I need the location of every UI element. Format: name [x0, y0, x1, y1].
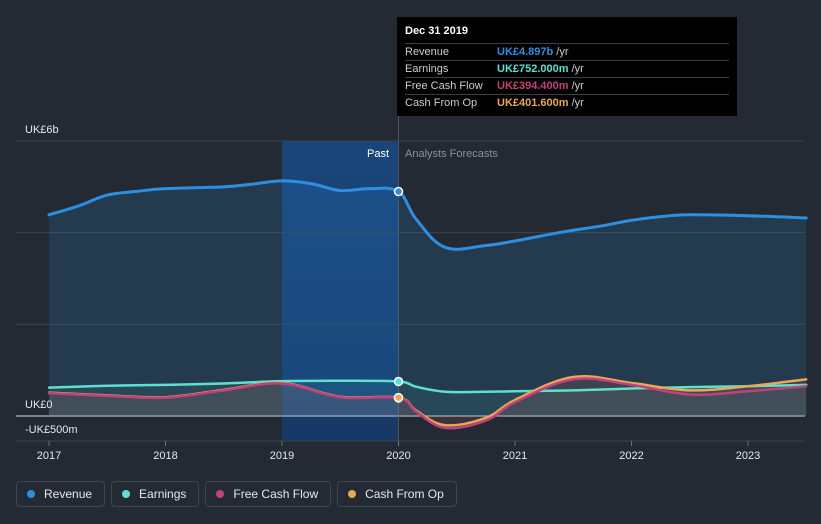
series-line-free-cash-flow — [47, 377, 808, 430]
forecast-region-label: Analysts Forecasts — [405, 148, 498, 160]
x-tick-label: 2022 — [619, 450, 643, 462]
tooltip-row-value: UK£4.897b — [497, 46, 554, 58]
legend-label: Revenue — [44, 487, 93, 501]
legend-dot-icon — [216, 490, 225, 498]
legend-item-free-cash-flow[interactable]: Free Cash Flow — [205, 481, 332, 507]
x-tick-label: 2023 — [736, 450, 760, 462]
legend-item-revenue[interactable]: Revenue — [16, 481, 106, 507]
tooltip-row-unit: /yr — [571, 97, 584, 109]
legend-label: Free Cash Flow — [233, 487, 319, 501]
tooltip-row-value: UK£394.400m — [497, 80, 569, 92]
x-tick-label: 2019 — [270, 450, 294, 462]
legend-dot-icon — [122, 490, 131, 498]
x-tick-label: 2021 — [503, 450, 527, 462]
tooltip-row-earnings: Earnings UK£752.000m /yr — [405, 60, 729, 77]
tooltip-row-revenue: Revenue UK£4.897b /yr — [405, 43, 729, 60]
y-axis-label-top: UK£6b — [25, 124, 59, 136]
tooltip-row-name: Revenue — [405, 46, 450, 58]
tooltip-row-name: Cash From Op — [405, 97, 478, 109]
past-region-label: Past — [367, 148, 389, 160]
x-tick-label: 2018 — [153, 450, 177, 462]
y-axis-label-zero: UK£0 — [25, 399, 53, 411]
tooltip-row-name: Earnings — [405, 63, 449, 75]
data-tooltip: Dec 31 2019 Revenue UK£4.897b /yr Earnin… — [397, 17, 737, 116]
y-axis-label-bottom: -UK£500m — [25, 424, 78, 436]
tooltip-row-unit: /yr — [571, 80, 584, 92]
legend-label: Cash From Op — [365, 487, 444, 501]
legend-dot-icon — [27, 490, 35, 498]
point-marker-revenue[interactable] — [393, 186, 404, 197]
tooltip-row-unit: /yr — [571, 63, 584, 75]
series-area-revenue — [49, 180, 807, 416]
tooltip-row-value: UK£401.600m — [497, 97, 569, 109]
legend-label: Earnings — [139, 487, 187, 501]
x-tick-label: 2017 — [37, 450, 61, 462]
tooltip-row-value: UK£752.000m — [497, 63, 569, 75]
legend-item-cash-from-op[interactable]: Cash From Op — [337, 481, 457, 507]
series-area-free-cash-flow — [49, 378, 807, 429]
tooltip-row-free-cash-flow: Free Cash Flow UK£394.400m /yr — [405, 77, 729, 94]
tooltip-row-unit: /yr — [556, 46, 569, 58]
point-marker-cash-from-op[interactable] — [393, 392, 404, 403]
tooltip-date: Dec 31 2019 — [405, 25, 468, 37]
legend-dot-icon — [348, 490, 357, 498]
tooltip-row-name: Free Cash Flow — [405, 80, 483, 92]
legend-item-earnings[interactable]: Earnings — [111, 481, 200, 507]
tooltip-row-cash-from-op: Cash From Op UK£401.600m /yr — [405, 94, 729, 111]
chart-legend: Revenue Earnings Free Cash Flow Cash Fro… — [16, 481, 457, 507]
x-tick-label: 2020 — [386, 450, 410, 462]
point-marker-earnings[interactable] — [393, 376, 404, 387]
